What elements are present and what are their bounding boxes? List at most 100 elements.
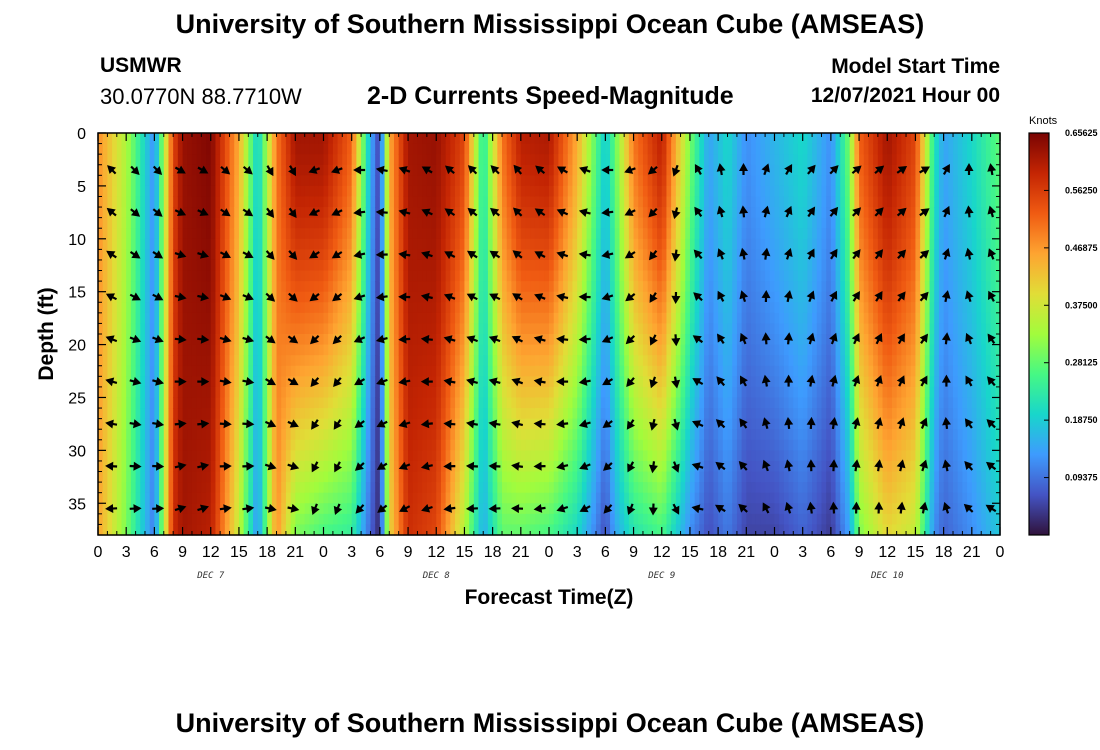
heatmap-cell xyxy=(403,302,409,314)
heatmap-cell xyxy=(210,513,217,526)
heatmap-cell xyxy=(661,302,668,314)
heatmap-cell xyxy=(487,207,494,219)
heatmap-cell xyxy=(370,471,376,483)
heatmap-cell xyxy=(102,238,108,250)
heatmap-cell xyxy=(633,439,639,451)
heatmap-cell xyxy=(102,344,108,356)
heatmap-cell xyxy=(704,450,710,462)
heatmap-cell xyxy=(135,270,141,282)
heatmap-cell xyxy=(257,185,264,198)
heatmap-cell xyxy=(361,334,367,346)
heatmap-cell xyxy=(173,344,179,356)
heatmap-cell xyxy=(328,397,334,409)
heatmap-cell xyxy=(581,450,588,462)
heatmap-cell xyxy=(652,143,658,155)
heatmap-cell xyxy=(229,164,235,176)
heatmap-cell xyxy=(182,365,188,377)
heatmap-cell xyxy=(98,238,104,250)
heatmap-cell xyxy=(314,471,320,483)
heatmap-cell xyxy=(271,259,278,272)
heatmap-cell xyxy=(412,482,419,494)
heatmap-cell xyxy=(558,471,564,483)
heatmap-cell xyxy=(191,196,198,208)
heatmap-cell xyxy=(140,259,146,272)
heatmap-cell xyxy=(295,217,301,229)
heatmap-cell xyxy=(704,376,710,388)
heatmap-cell xyxy=(379,450,386,462)
heatmap-cell xyxy=(511,154,517,166)
heatmap-cell xyxy=(412,143,419,155)
heatmap-cell xyxy=(534,471,541,483)
heatmap-cell xyxy=(370,143,376,155)
heatmap-cell xyxy=(539,238,545,250)
heatmap-cell xyxy=(389,450,395,462)
heatmap-cell xyxy=(248,386,254,399)
heatmap-cell xyxy=(436,207,442,219)
heatmap-cell xyxy=(361,386,367,399)
heatmap-cell xyxy=(553,524,559,536)
heatmap-cell xyxy=(483,270,489,282)
heatmap-cell xyxy=(262,143,268,155)
heatmap-cell xyxy=(525,355,531,367)
heatmap-cell xyxy=(332,228,339,240)
heatmap-cell xyxy=(102,259,108,272)
heatmap-cell xyxy=(431,196,437,208)
heatmap-cell xyxy=(647,323,653,335)
heatmap-cell xyxy=(328,133,334,145)
heatmap-cell xyxy=(346,397,353,409)
heatmap-cell xyxy=(642,429,649,441)
heatmap-cell xyxy=(638,143,644,155)
heatmap-cell xyxy=(379,217,386,229)
heatmap-cell xyxy=(502,492,508,504)
heatmap-cell xyxy=(159,164,165,176)
heatmap-cell xyxy=(628,397,635,409)
heatmap-cell xyxy=(685,143,691,155)
heatmap-cell xyxy=(525,281,531,293)
heatmap-cell xyxy=(553,281,559,293)
heatmap-cell xyxy=(675,344,682,356)
heatmap-cell xyxy=(196,185,202,198)
heatmap-cell xyxy=(440,143,447,155)
heatmap-cell xyxy=(704,334,710,346)
heatmap-cell xyxy=(154,471,160,483)
heatmap-cell xyxy=(389,217,395,229)
heatmap-cell xyxy=(497,291,503,303)
heatmap-cell xyxy=(210,460,217,473)
heatmap-cell xyxy=(675,217,682,229)
heatmap-cell xyxy=(422,524,428,536)
heatmap-cell xyxy=(112,270,118,282)
heatmap-cell xyxy=(544,471,550,483)
heatmap-cell xyxy=(309,228,315,240)
heatmap-cell xyxy=(295,143,301,155)
heatmap-cell xyxy=(478,185,484,198)
heatmap-cell xyxy=(689,143,696,155)
heatmap-cell xyxy=(610,175,616,187)
heatmap-cell xyxy=(304,513,311,526)
heatmap-cell xyxy=(253,217,259,229)
heatmap-cell xyxy=(520,164,527,176)
heatmap-cell xyxy=(704,355,710,367)
heatmap-cell xyxy=(492,450,498,462)
heatmap-cell xyxy=(393,143,400,155)
heatmap-cell xyxy=(431,365,437,377)
heatmap-cell xyxy=(234,217,240,229)
heatmap-cell xyxy=(276,143,282,155)
heatmap-cell xyxy=(281,185,287,198)
heatmap-cell xyxy=(647,344,653,356)
heatmap-cell xyxy=(459,355,466,367)
heatmap-cell xyxy=(455,344,461,356)
heatmap-cell xyxy=(619,259,625,272)
heatmap-cell xyxy=(671,482,677,494)
heatmap-cell xyxy=(619,450,625,462)
heatmap-cell xyxy=(201,302,207,314)
heatmap-cell xyxy=(525,207,531,219)
heatmap-cell xyxy=(600,460,606,473)
heatmap-cell xyxy=(177,355,184,367)
heatmap-cell xyxy=(191,175,198,187)
heatmap-cell xyxy=(300,154,306,166)
heatmap-cell xyxy=(149,312,155,325)
heatmap-cell xyxy=(116,460,123,473)
heatmap-cell xyxy=(262,291,268,303)
heatmap-cell xyxy=(281,133,287,145)
heatmap-cell xyxy=(112,238,118,250)
